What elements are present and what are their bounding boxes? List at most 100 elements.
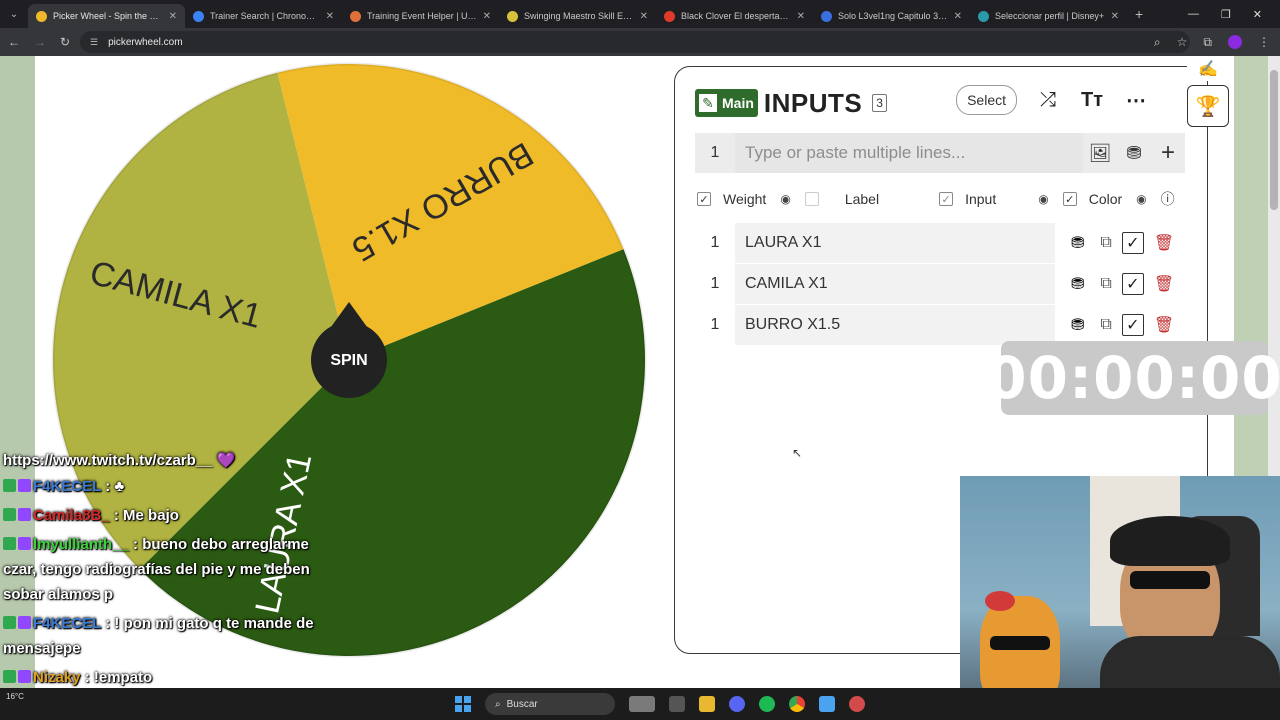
close-window-icon[interactable]: ✕ — [1252, 8, 1262, 21]
notepad-icon[interactable] — [819, 696, 835, 712]
page-content: LAURA X1 CAMILA X1 BURRO X1.5 SPIN ✎ Main I… — [0, 56, 1280, 688]
text-size-icon[interactable]: Tт — [1080, 88, 1103, 111]
delete-icon[interactable]: 🗑 — [1153, 276, 1175, 293]
url-field[interactable]: ☰ pickerwheel.com — [80, 31, 1190, 53]
file-explorer-icon[interactable] — [699, 696, 715, 712]
extensions-icon[interactable]: ⧉ — [1203, 34, 1212, 49]
entry-toggle-checkbox[interactable]: ✓ — [1121, 314, 1144, 336]
delete-icon[interactable]: 🗑 — [1153, 235, 1175, 252]
widgets-icon[interactable] — [629, 696, 655, 712]
chat-badge-icon — [18, 508, 31, 521]
url-text: pickerwheel.com — [108, 36, 183, 48]
browser-tab[interactable]: Solo L3vel1ng Capitulo 35 man... ✕ — [813, 4, 970, 28]
chat-badge-icon — [18, 479, 31, 492]
trophy-button[interactable]: 🏆 — [1187, 85, 1229, 127]
browser-tab[interactable]: Seleccionar perfil | Disney+ ✕ — [970, 4, 1127, 28]
add-image-icon[interactable]: 🖼 — [1088, 142, 1112, 163]
app-icon[interactable] — [849, 696, 865, 712]
label-checkbox[interactable]: ✓ — [804, 192, 819, 206]
restore-icon[interactable]: ❐ — [1220, 8, 1231, 21]
tab-title: Picker Wheel - Spin the Wheel — [53, 11, 163, 21]
entry-text[interactable]: LAURA X1 — [735, 223, 1055, 263]
chat-message: Nizaky : !empato — [3, 665, 363, 690]
tab-close-icon[interactable]: ✕ — [168, 10, 177, 22]
site-info-icon[interactable]: ☰ — [90, 36, 99, 47]
tab-close-icon[interactable]: ✕ — [639, 10, 648, 22]
weight-checkbox[interactable]: ✓ — [697, 192, 711, 206]
browser-tab[interactable]: Black Clover El despertar del le... ✕ — [656, 4, 813, 28]
input-eye-icon[interactable]: ◉ — [1038, 192, 1049, 206]
delete-icon[interactable]: 🗑 — [1153, 317, 1175, 334]
menu-icon[interactable]: ⋮ — [1258, 35, 1270, 49]
minimize-icon[interactable]: — — [1187, 8, 1199, 20]
chrome-icon[interactable] — [789, 696, 805, 712]
weight-eye-icon[interactable]: ◉ — [780, 192, 791, 206]
select-button[interactable]: Select — [956, 85, 1017, 115]
duplicate-icon[interactable]: ⧉ — [1100, 275, 1112, 292]
main-tab-label: Main — [722, 95, 754, 111]
browser-tab[interactable]: Picker Wheel - Spin the Wheel ✕ — [28, 4, 185, 28]
tab-favicon-icon — [821, 10, 832, 22]
trophy-icon: 🏆 — [1195, 95, 1221, 118]
profile-avatar[interactable] — [1228, 35, 1242, 49]
color-checkbox[interactable]: ✓ — [1062, 192, 1077, 206]
entry-text[interactable]: CAMILA X1 — [735, 264, 1055, 304]
task-view-icon[interactable] — [669, 696, 685, 712]
browser-tab[interactable]: Trainer Search | ChronoGenesis ✕ — [185, 4, 342, 28]
entry-text[interactable]: BURRO X1.5 — [735, 305, 1055, 345]
inputs-count-badge: 3 — [872, 94, 887, 112]
weather-widget[interactable]: 16°C — [6, 692, 24, 701]
duplicate-icon[interactable]: ⧉ — [1100, 316, 1112, 333]
weight-filter-label: Weight — [723, 191, 767, 207]
add-mask-icon[interactable]: ⛃ — [1126, 142, 1142, 163]
more-options-icon[interactable]: ⋯ — [1126, 89, 1146, 112]
entry-mask-icon[interactable]: ⛃ — [1071, 235, 1085, 252]
left-background — [0, 56, 35, 688]
input-checkbox[interactable]: ✓ — [939, 192, 954, 206]
entry-row-camila: 1 CAMILA X1 ⛃ ⧉ ✓ 🗑 — [695, 264, 1185, 304]
tab-close-icon[interactable]: ✕ — [953, 10, 962, 22]
shuffle-icon[interactable]: ⤮ — [1040, 88, 1056, 111]
bookmark-star-icon[interactable]: ☆ — [1176, 35, 1188, 49]
tab-close-icon[interactable]: ✕ — [325, 10, 334, 22]
spotify-icon[interactable] — [759, 696, 775, 712]
chat-text: : bueno debo arreglarme — [133, 536, 309, 553]
entry-weight[interactable]: 1 — [710, 316, 720, 333]
spin-button[interactable] — [311, 322, 387, 398]
color-eye-icon[interactable]: ◉ — [1136, 192, 1147, 206]
entry-weight[interactable]: 1 — [710, 234, 720, 251]
entry-mask-icon[interactable]: ⛃ — [1071, 276, 1085, 293]
tab-close-icon[interactable]: ✕ — [1110, 10, 1119, 22]
chat-text: : Me bajo — [113, 507, 179, 524]
browser-tab[interactable]: Swinging Maestro Skill Effect | ✕ — [499, 4, 656, 28]
taskbar-search[interactable]: ⌕ Buscar — [485, 693, 615, 715]
add-entry-input[interactable] — [735, 133, 1083, 173]
chat-message: czar, tengo radiografías del pie y me de… — [3, 557, 363, 582]
new-tab-button[interactable]: + — [1135, 6, 1144, 22]
discord-icon[interactable] — [729, 696, 745, 712]
entry-weight[interactable]: 1 — [710, 275, 720, 292]
tab-close-icon[interactable]: ✕ — [482, 10, 491, 22]
info-icon[interactable]: ⓘ — [1160, 191, 1175, 207]
add-entry-plus-icon[interactable]: + — [1160, 139, 1175, 166]
main-tab[interactable]: ✎ Main — [695, 89, 758, 117]
zoom-icon[interactable]: ⌕ — [1153, 34, 1161, 49]
browser-tab[interactable]: Training Event Helper | Uma M... ✕ — [342, 4, 499, 28]
add-entry-weight[interactable]: 1 — [710, 144, 720, 161]
back-icon[interactable]: ← — [8, 35, 20, 49]
reload-icon[interactable]: ↻ — [60, 35, 71, 49]
tab-favicon-icon — [664, 10, 675, 22]
entry-mask-icon[interactable]: ⛃ — [1071, 317, 1085, 334]
tab-favicon-icon — [978, 10, 989, 22]
edit-mode-button[interactable]: ✍ — [1187, 57, 1229, 81]
forward-icon[interactable]: → — [34, 35, 46, 49]
duplicate-icon[interactable]: ⧉ — [1100, 234, 1112, 251]
entry-toggle-checkbox[interactable]: ✓ — [1121, 232, 1144, 254]
entry-toggle-checkbox[interactable]: ✓ — [1121, 273, 1144, 295]
start-button[interactable] — [455, 696, 471, 712]
chat-badge-icon — [18, 616, 31, 629]
tab-favicon-icon — [350, 10, 361, 22]
tab-search-icon[interactable]: ⌄ — [9, 8, 19, 20]
tab-close-icon[interactable]: ✕ — [796, 10, 805, 22]
